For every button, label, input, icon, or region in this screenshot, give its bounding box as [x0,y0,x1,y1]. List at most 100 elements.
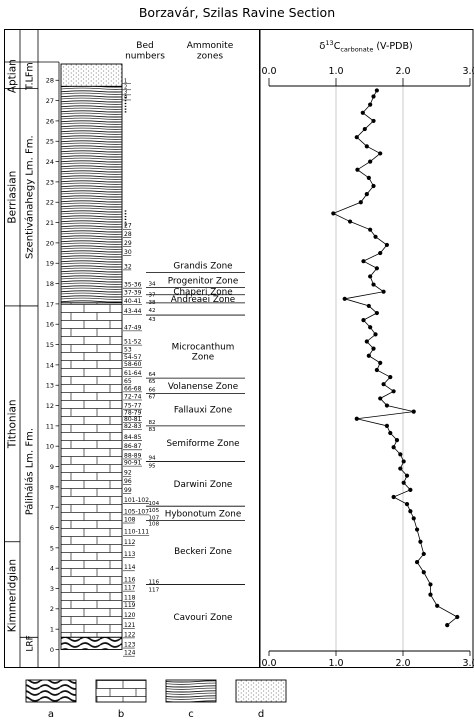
height-tick-label: 17 [46,300,54,308]
isotope-data-point [408,487,413,493]
isotope-data-point [411,409,416,414]
figure-title: Borzavár, Szilas Ravine Section [139,5,335,20]
legend-swatch-c [165,679,217,703]
ammonite-zone-label: Semiforme Zone [166,439,239,449]
height-tick-label: 2 [50,605,54,613]
isotope-data-point [366,175,371,180]
isotope-data-point [371,183,376,189]
bed-number-label: 123 [124,641,136,648]
height-tick-label: 18 [46,280,54,288]
bed-number-label: 32 [124,263,132,270]
isotope-data-point [455,614,460,620]
isotope-data-point [354,135,359,140]
ammonite-zone-label: Progenitor Zone [168,277,239,287]
isotope-data-point [445,623,450,628]
isotope-data-point [373,332,378,337]
zone-bed-label: 66 [149,387,157,393]
legend-swatch-d [235,679,287,703]
height-tick-label: 6 [50,524,54,532]
isotope-data-point [368,227,373,232]
height-tick-label: 10 [46,443,54,451]
bed-number-label: 110-111 [124,529,149,536]
bed-number-label: 75-77 [124,403,142,410]
ammonite-zones-header: Ammonite zones [187,41,234,61]
legend-label: a [48,709,54,720]
isotope-data-point [378,151,383,156]
ammonite-zone-label: Volanense Zone [168,382,238,392]
height-tick-label: 7 [50,504,54,512]
zone-bed-label: 83 [149,427,157,433]
isotope-data-point [414,559,420,565]
ammonite-zone-label: Hybonotum Zone [165,509,242,519]
ammonite-zone-label: Cavouri Zone [174,613,233,623]
isotope-data-point [401,480,406,485]
isotope-data-point [362,126,367,132]
isotope-data-point [428,582,433,587]
height-tick-label: 28 [46,77,54,85]
isotope-data-point [384,423,390,428]
bed-number-label: 47-49 [124,324,142,331]
bed-number-label: 118 [124,595,136,602]
bed-number-label: 72-74 [124,393,142,400]
legend-label: b [118,709,124,720]
zone-bed-label: 104 [149,501,160,507]
isotope-data-point [378,396,383,401]
bed-number-label: 65 [124,378,132,385]
isotope-data-point [381,382,386,387]
bed-number-label: 84-85 [124,434,142,441]
zone-bed-label: 94 [149,455,157,461]
zone-bed-label: 117 [149,588,160,594]
height-tick-label: 13 [46,382,54,390]
isotope-data-point [368,325,373,330]
height-tick-label: 26 [46,117,54,125]
bed-number-label: 108 [124,516,136,523]
legend-label: d [258,709,264,720]
height-tick-label: 1 [50,626,54,634]
bed-number-label: 113 [124,551,136,558]
isotope-data-point [414,527,420,532]
formation-label: LRF [26,635,36,651]
isotope-data-point [384,242,390,248]
zone-bed-label: 107 [149,515,160,521]
formation-label: T.LFm [25,62,36,91]
x-tick-label-bottom: 3.0 [462,658,474,669]
zone-bed-label: 67 [149,394,157,400]
lithology-legend: a b c d [25,679,287,720]
x-tick-label-bottom: 0.0 [261,658,276,669]
isotope-data-point [411,516,416,521]
height-tick-label: 12 [46,402,54,410]
bed-number-label: 90-91 [124,459,142,466]
isotope-data-point [404,502,410,507]
bed-number-label: 80-81 [124,416,142,423]
isotope-data-point [374,88,379,93]
isotope-data-point [347,219,353,224]
lithology-unit-c [60,85,123,304]
isotope-data-point [378,250,383,256]
bed-number-label: 105-107 [124,508,149,515]
isotope-data-point [364,144,369,149]
isotope-data-point [401,459,406,464]
height-tick-label: 14 [46,361,54,369]
bed-number-label: 124 [124,650,136,657]
right-panel-border [259,29,474,668]
lithology-unit-d [60,63,123,87]
height-tick-label: 21 [46,219,54,227]
isotope-data-point [435,603,440,608]
isotope-data-point [361,259,366,264]
isotope-data-point [421,551,426,557]
bed-number-label: 54-57 [124,354,142,361]
bed-number-label: 27 [124,223,132,230]
x-axis-title: δ13Ccarbonate (V-PDB) [319,39,412,54]
bed-number-label: 58-60 [124,361,142,368]
isotope-data-point [388,430,393,436]
bed-number-label: 86-87 [124,443,142,450]
zone-bed-label: 105 [149,508,160,514]
height-tick-label: 0 [50,646,54,654]
bed-number-label: 40-41 [124,298,142,305]
isotope-data-point [364,339,369,344]
ammonite-zone-label: Andreaei Zone [171,295,235,305]
isotope-data-point [361,318,366,323]
bed-number-label: 61-64 [124,370,142,377]
zone-bed-label: 42 [149,308,156,314]
isotope-data-point [391,445,396,450]
